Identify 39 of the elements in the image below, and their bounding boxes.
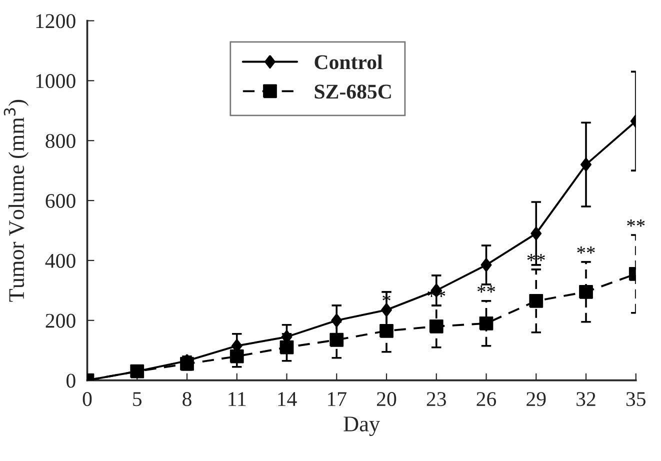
annotation: ** [477, 285, 496, 293]
x-tick-label: 23 [426, 392, 446, 406]
point [429, 319, 444, 334]
point [380, 324, 394, 338]
x-tick-label: 17 [328, 392, 346, 406]
y-axis-title: Tumor Volume (mm$^{3}$) [4, 100, 29, 302]
point [480, 258, 492, 272]
x-tick-label: 26 [476, 392, 496, 406]
point [579, 284, 593, 299]
annotation: ** [627, 220, 645, 227]
x-tick-label: 20 [377, 392, 396, 406]
point [479, 316, 494, 330]
point [230, 349, 244, 364]
x-tick-label: 29 [526, 392, 546, 406]
point [331, 313, 342, 328]
legend-label: SZ-685C [314, 84, 391, 99]
y-tick-label: 200 [46, 314, 76, 328]
point [330, 332, 344, 347]
y-tick-label: 400 [45, 254, 76, 268]
annotation: ** [577, 246, 595, 254]
x-tick-label: 8 [182, 392, 192, 406]
point [381, 302, 392, 317]
x-tick-label: 32 [576, 392, 596, 406]
y-tick-label: 1000 [36, 74, 76, 88]
y-tick-label: 800 [46, 134, 76, 148]
x-tick-label: 11 [228, 392, 246, 406]
y-tick-label: 1200 [36, 14, 76, 28]
point [580, 158, 592, 172]
x-tick-label: 5 [133, 392, 142, 406]
y-tick-label: 600 [46, 194, 76, 208]
x-axis-title: Day [344, 416, 380, 436]
y-tick-label: 0 [66, 374, 76, 388]
x-tick-label: 35 [626, 392, 646, 406]
x-tick-label: 0 [82, 392, 92, 406]
legend-label: Control [314, 54, 382, 70]
point [530, 226, 542, 240]
x-tick-label: 14 [278, 392, 297, 406]
point [529, 294, 544, 308]
point [280, 340, 294, 354]
